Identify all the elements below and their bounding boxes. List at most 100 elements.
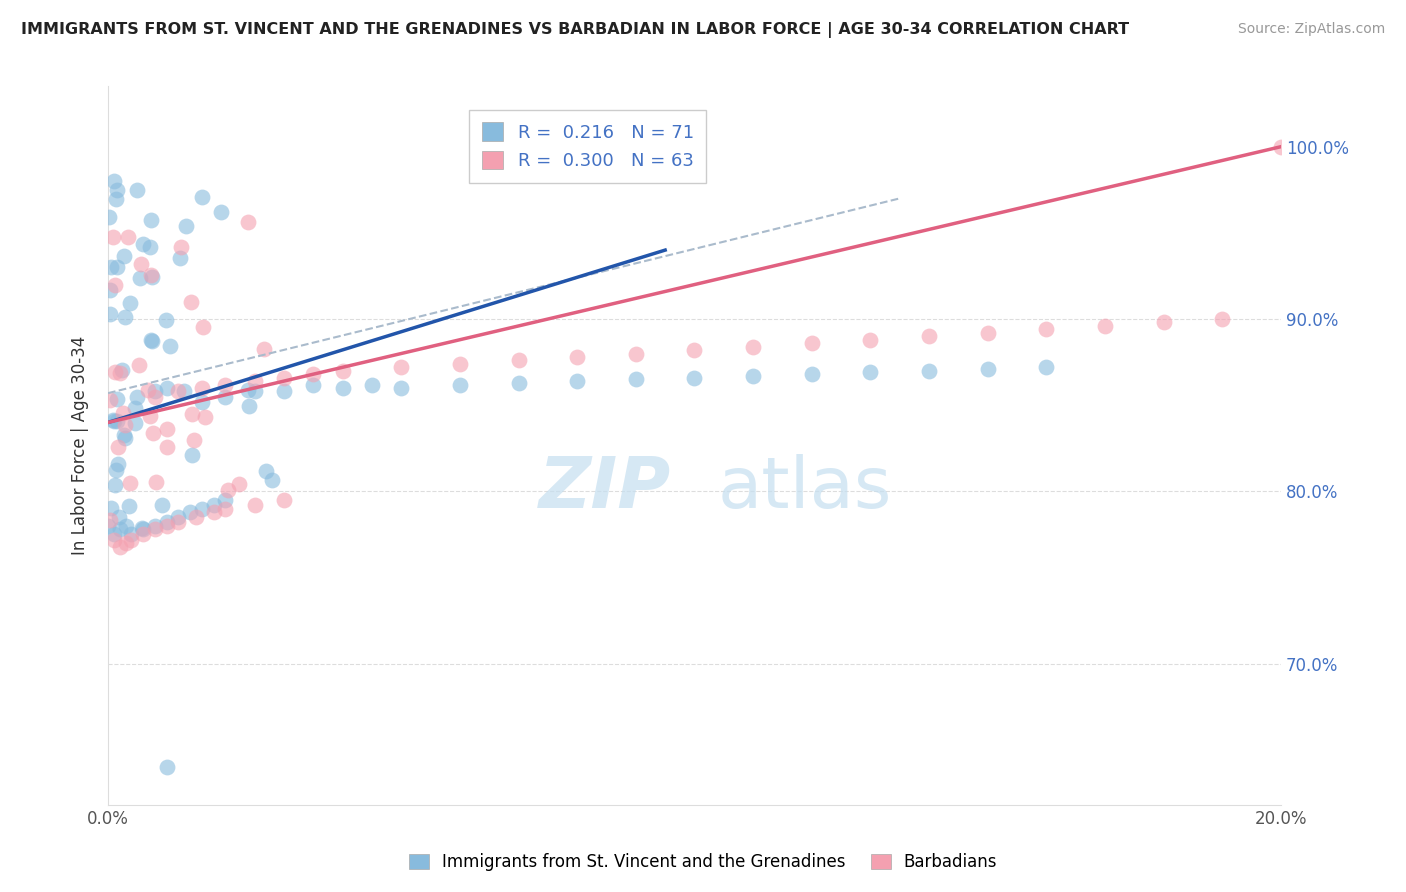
- Point: [111, 362, 134, 376]
- Point: [202, 505, 225, 519]
- Point: [107, 414, 129, 428]
- Point: [1035, 322, 1057, 336]
- Point: [143, 522, 166, 536]
- Point: [918, 364, 941, 378]
- Point: [174, 219, 197, 233]
- Point: [145, 475, 167, 489]
- Point: [262, 473, 284, 487]
- Legend: R =  0.216   N = 71, R =  0.300   N = 63: R = 0.216 N = 71, R = 0.300 N = 63: [470, 110, 706, 183]
- Point: [114, 432, 136, 446]
- Point: [173, 384, 195, 399]
- Text: atlas: atlas: [718, 454, 893, 524]
- Point: [105, 260, 128, 275]
- Point: [1035, 360, 1057, 375]
- Point: [108, 522, 131, 536]
- Point: [120, 527, 142, 541]
- Point: [214, 390, 236, 404]
- Point: [202, 498, 225, 512]
- Point: [170, 240, 193, 254]
- Point: [389, 360, 412, 375]
- Point: [1094, 318, 1116, 333]
- Point: [141, 269, 163, 284]
- Point: [156, 440, 179, 454]
- Point: [131, 520, 153, 534]
- Point: [191, 381, 214, 395]
- Point: [143, 519, 166, 533]
- Point: [167, 516, 190, 530]
- Point: [98, 284, 121, 298]
- Point: [236, 214, 259, 228]
- Point: [243, 498, 266, 512]
- Point: [214, 501, 236, 516]
- Point: [104, 478, 127, 492]
- Point: [191, 190, 214, 204]
- Point: [124, 417, 146, 431]
- Point: [139, 240, 162, 254]
- Point: [389, 381, 412, 395]
- Point: [449, 357, 471, 371]
- Point: [128, 358, 150, 372]
- Point: [136, 383, 159, 397]
- Text: ZIP: ZIP: [538, 454, 671, 524]
- Point: [254, 464, 277, 478]
- Point: [683, 343, 706, 357]
- Point: [129, 257, 152, 271]
- Point: [167, 510, 190, 524]
- Point: [100, 260, 122, 274]
- Point: [449, 377, 471, 392]
- Point: [977, 326, 1000, 340]
- Text: Source: ZipAtlas.com: Source: ZipAtlas.com: [1237, 22, 1385, 37]
- Point: [332, 364, 354, 378]
- Point: [114, 310, 136, 325]
- Point: [104, 192, 127, 206]
- Point: [132, 522, 155, 536]
- Point: [143, 384, 166, 399]
- Point: [98, 392, 121, 407]
- Point: [127, 390, 149, 404]
- Point: [191, 501, 214, 516]
- Point: [273, 493, 295, 508]
- Point: [98, 308, 121, 322]
- Point: [859, 333, 882, 347]
- Point: [101, 413, 124, 427]
- Point: [332, 381, 354, 395]
- Point: [124, 401, 146, 415]
- Point: [98, 513, 121, 527]
- Point: [180, 448, 202, 462]
- Point: [100, 501, 122, 516]
- Point: [183, 434, 205, 448]
- Point: [125, 183, 148, 197]
- Point: [143, 390, 166, 404]
- Point: [167, 384, 190, 399]
- Point: [977, 362, 1000, 376]
- Point: [103, 527, 125, 541]
- Point: [361, 377, 384, 392]
- Point: [508, 376, 530, 390]
- Point: [97, 519, 120, 533]
- Point: [194, 410, 217, 425]
- Point: [118, 499, 141, 513]
- Point: [112, 249, 135, 263]
- Y-axis label: In Labor Force | Age 30-34: In Labor Force | Age 30-34: [72, 336, 89, 556]
- Legend: Immigrants from St. Vincent and the Grenadines, Barbadians: Immigrants from St. Vincent and the Gren…: [401, 845, 1005, 880]
- Point: [209, 205, 232, 219]
- Point: [104, 365, 127, 379]
- Point: [101, 230, 124, 244]
- Point: [800, 367, 823, 381]
- Point: [139, 212, 162, 227]
- Point: [114, 536, 136, 550]
- Point: [114, 417, 136, 432]
- Point: [800, 336, 823, 351]
- Point: [683, 370, 706, 384]
- Point: [108, 540, 131, 554]
- Point: [112, 428, 135, 442]
- Point: [567, 350, 589, 364]
- Point: [114, 519, 136, 533]
- Point: [150, 498, 173, 512]
- Point: [918, 329, 941, 343]
- Point: [108, 510, 131, 524]
- Point: [156, 519, 179, 533]
- Point: [184, 510, 207, 524]
- Point: [107, 440, 129, 454]
- Point: [117, 230, 139, 244]
